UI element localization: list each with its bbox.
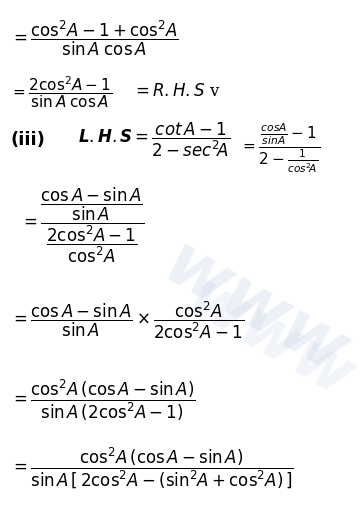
Text: $= \dfrac{\cos^2\!A\,(\cos A - \sin A)}{\sin A\,(2\cos^2\!A - 1)}$: $= \dfrac{\cos^2\!A\,(\cos A - \sin A)}{… [10,377,196,423]
Text: (iii): (iii) [10,131,45,149]
Text: www: www [176,267,363,413]
Text: $= \dfrac{\frac{\mathit{cosA}}{\mathit{sinA}}-1}{2-\frac{1}{\mathit{cos}^2\!A}}$: $= \dfrac{\frac{\mathit{cosA}}{\mathit{s… [240,121,320,175]
Text: $= \dfrac{\cos A - \sin A}{\sin A} \times \dfrac{\cos^2\!A}{2\cos^2\!A - 1}$: $= \dfrac{\cos A - \sin A}{\sin A} \time… [10,299,244,341]
Text: www: www [151,230,359,390]
Text: $= \dfrac{\dfrac{\cos A - \sin A}{\sin A}}{\dfrac{2\cos^2\!A - 1}{\cos^2\!A}}$: $= \dfrac{\dfrac{\cos A - \sin A}{\sin A… [20,185,145,265]
Text: $\boldsymbol{L.H.S} = \dfrac{\mathit{cot\,A}-1}{2-\mathit{sec}^2\!A}$: $\boldsymbol{L.H.S} = \dfrac{\mathit{cot… [78,121,231,159]
Text: $= \dfrac{\cos^2\!A - 1 + \cos^2\!A}{\sin A\;\cos A}$: $= \dfrac{\cos^2\!A - 1 + \cos^2\!A}{\si… [10,19,179,58]
Text: $= \dfrac{2\cos^2\!A-1}{\sin A\;\cos A}$: $= \dfrac{2\cos^2\!A-1}{\sin A\;\cos A}$ [10,74,112,109]
Text: $= \dfrac{\cos^2\!A\,(\cos A - \sin A)}{\sin A\,[\,2\cos^2\!A - (\sin^2\!A + \co: $= \dfrac{\cos^2\!A\,(\cos A - \sin A)}{… [10,446,294,490]
Text: $= R.H.S$ v: $= R.H.S$ v [132,83,221,101]
